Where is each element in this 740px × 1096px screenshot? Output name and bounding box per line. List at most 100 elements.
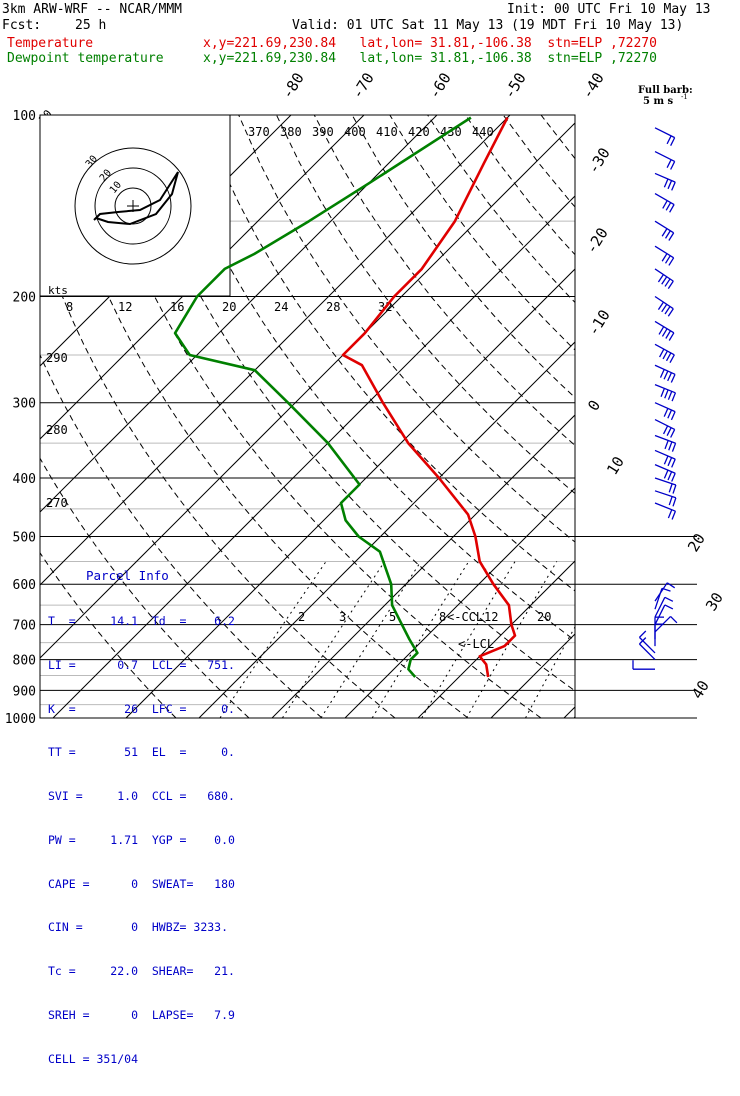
mixing-ratio-line [220, 561, 326, 718]
hodograph-speed-label: 20 [222, 300, 236, 314]
wind-barb [655, 221, 674, 240]
parcel-row: CAPE = 0 SWEAT= 180 [48, 877, 235, 892]
wind-barb [655, 246, 674, 265]
parcel-row: LI = 0.7 LCL = 751. [48, 658, 235, 673]
theta-e-label: 440 [472, 125, 494, 139]
wind-barb [655, 269, 673, 289]
isotherm-tick-label: 0 [584, 397, 604, 414]
wind-barb [655, 194, 674, 213]
wind-barb [639, 638, 655, 660]
wind-barb [655, 450, 675, 467]
theta-label: 290 [46, 351, 68, 365]
isotherm-tick-label: -60 [425, 70, 455, 103]
temperature-profile [343, 118, 515, 677]
pressure-tick-label: 700 [13, 619, 36, 634]
isotherm-tick-label: -50 [500, 70, 530, 103]
mixing-ratio-label: 8 [439, 610, 446, 624]
hodograph-speed-label: 12 [118, 300, 132, 314]
parcel-row: CELL = 351/04 [48, 1052, 235, 1067]
dry-adiabat-line [617, 115, 740, 718]
mixing-ratio-lines [220, 561, 657, 718]
pressure-tick-label: 100 [13, 109, 36, 124]
skewt-chart: 3km ARW-WRF -- NCAR/MMM Init: 00 UTC Fri… [0, 0, 740, 740]
barb-legend-units: 5 m s [643, 96, 674, 107]
pressure-tick-label: 300 [13, 397, 36, 412]
isotherm-line [564, 115, 740, 718]
wind-barb [655, 297, 673, 317]
isotherm-tick-label: 10 [603, 453, 628, 478]
isotherm-tick-label: -70 [348, 70, 378, 103]
mixing-ratio-label: 12 [484, 610, 498, 624]
wind-barb [655, 344, 674, 362]
hodograph-units-label: kts [48, 284, 68, 297]
hodograph-speed-label: 24 [274, 300, 288, 314]
dry-adiabat-line [352, 115, 740, 718]
theta-e-label: 420 [408, 125, 430, 139]
dry-adiabat-line [541, 115, 740, 718]
isotherm-tick-label: 40 [688, 677, 713, 702]
wind-barb [655, 128, 675, 146]
parcel-row: PW = 1.71 YGP = 0.0 [48, 833, 235, 848]
dry-adiabat-line [314, 115, 740, 718]
mixing-ratio-line [372, 561, 469, 718]
pressure-tick-label: 1000 [5, 712, 36, 727]
mixing-ratio-line [321, 561, 421, 718]
isotherm-tick-label: -40 [578, 70, 608, 103]
dry-adiabat-line [163, 115, 687, 718]
isotherm-tick-label: -20 [582, 225, 612, 258]
pressure-tick-label: 600 [13, 578, 36, 593]
isotherm-line [418, 115, 740, 718]
theta-label: 280 [46, 423, 68, 437]
isotherm-tick-label: -30 [584, 145, 614, 178]
theta-e-label: 410 [376, 125, 398, 139]
wind-barb [655, 403, 675, 420]
wind-barb [655, 420, 675, 438]
isotherm-line [491, 115, 740, 718]
dry-adiabat-line [503, 115, 740, 718]
isotherm-tick-label: 30 [702, 589, 727, 614]
wind-barb [655, 503, 675, 520]
hodograph-speed-label: 16 [170, 300, 184, 314]
mixing-ratio-line [282, 561, 384, 718]
wind-barb [655, 605, 673, 625]
isotherm-tick-label: -80 [278, 70, 308, 103]
isotherm-tick-label: 20 [684, 530, 709, 555]
parcel-row: T = 14.1 Td = 6.2 [48, 614, 235, 629]
hodograph-speed-label: 28 [326, 300, 340, 314]
theta-e-label: 390 [312, 125, 334, 139]
parcel-row: SREH = 0 LAPSE= 7.9 [48, 1008, 235, 1023]
wind-barb [655, 385, 675, 402]
mixing-ratio-label: 2 [298, 610, 305, 624]
lcl-marker: <-LCL [458, 637, 494, 651]
theta-label: 270 [46, 496, 68, 510]
parcel-row: Tc = 22.0 SHEAR= 21. [48, 964, 235, 979]
isotherm-line [272, 115, 740, 718]
mixing-ratio-label: 20 [537, 610, 551, 624]
pressure-tick-label: 900 [13, 684, 36, 699]
hodograph-speed-label: 8 [66, 300, 73, 314]
pressure-tick-label: 800 [13, 654, 36, 669]
parcel-row: SVI = 1.0 CCL = 680. [48, 789, 235, 804]
wind-barb [655, 152, 675, 170]
theta-e-label: 370 [248, 125, 270, 139]
pressure-tick-label: 200 [13, 291, 36, 306]
dry-adiabat-line [654, 115, 740, 718]
dry-adiabat-line [428, 115, 740, 718]
parcel-row: K = 26 LFC = 0. [48, 702, 235, 717]
ccl-marker: <-CCL [447, 610, 483, 624]
isotherm-line [710, 115, 740, 718]
parcel-row: TT = 51 EL = 0. [48, 745, 235, 760]
theta-e-label: 400 [344, 125, 366, 139]
pressure-tick-label: 400 [13, 472, 36, 487]
wind-barb [655, 435, 676, 451]
wind-barb [655, 365, 675, 382]
wind-barb [655, 173, 675, 190]
mixing-ratio-label: 3 [339, 610, 346, 624]
barb-legend-exponent: -1 [681, 93, 688, 101]
theta-e-label: 380 [280, 125, 302, 139]
dry-adiabat-line [465, 115, 740, 718]
wind-barb [633, 660, 655, 669]
wind-barb [655, 321, 674, 340]
isotherm-line [637, 115, 740, 718]
parcel-row: CIN = 0 HWBZ= 3233. [48, 920, 235, 935]
